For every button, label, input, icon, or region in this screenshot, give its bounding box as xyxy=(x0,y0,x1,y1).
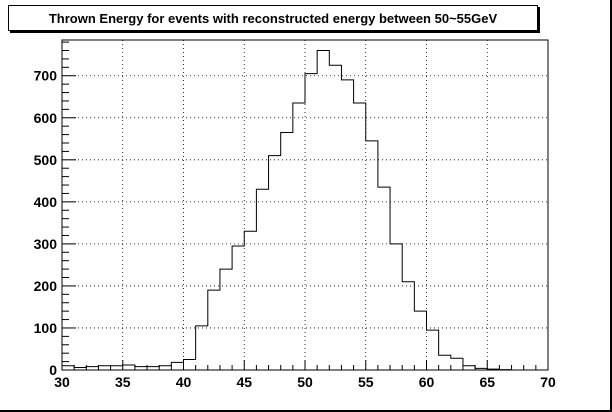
x-tick-label: 45 xyxy=(236,374,252,390)
histogram-bin xyxy=(123,365,135,370)
x-axis: 30 35 40 45 50 55 60 65 70 xyxy=(54,360,556,390)
histogram-bin xyxy=(86,367,98,370)
histogram-bin xyxy=(451,358,463,370)
x-tick-label: 55 xyxy=(358,374,374,390)
histogram-series xyxy=(62,50,548,371)
x-tick-label: 70 xyxy=(540,374,556,390)
histogram-bin xyxy=(111,366,123,370)
grid-lines xyxy=(62,40,548,370)
histogram-bin xyxy=(281,132,293,370)
histogram-bin xyxy=(62,366,74,370)
histogram-bin xyxy=(317,51,329,370)
histogram-bin xyxy=(98,366,110,370)
histogram-bin xyxy=(269,156,281,370)
histogram-bin xyxy=(414,311,426,370)
x-tick-label: 50 xyxy=(297,374,313,390)
x-tick-label: 35 xyxy=(115,374,131,390)
histogram-bin xyxy=(159,366,171,370)
histogram-bin xyxy=(390,244,402,370)
y-tick-label: 600 xyxy=(34,110,58,126)
y-tick-label: 0 xyxy=(49,362,57,378)
histogram-bin xyxy=(232,246,244,370)
histogram-bin xyxy=(135,367,147,370)
histogram-bin xyxy=(378,187,390,370)
chart-title: Thrown Energy for events with reconstruc… xyxy=(8,5,538,31)
y-tick-label: 200 xyxy=(34,278,58,294)
y-tick-label: 400 xyxy=(34,194,58,210)
histogram-bin xyxy=(329,65,341,370)
histogram-bin xyxy=(171,362,183,370)
histogram-outline xyxy=(62,50,548,371)
histogram-bin xyxy=(341,80,353,370)
y-tick-label: 700 xyxy=(34,68,58,84)
histogram-bin xyxy=(293,103,305,370)
histogram-bin xyxy=(402,282,414,370)
y-tick-label: 300 xyxy=(34,236,58,252)
histogram-bin xyxy=(427,330,439,370)
x-tick-label: 40 xyxy=(176,374,192,390)
histogram-bin xyxy=(244,231,256,370)
histogram-bin xyxy=(354,103,366,370)
histogram-bin xyxy=(184,359,196,370)
histogram-bin xyxy=(208,290,220,370)
x-tick-label: 60 xyxy=(419,374,435,390)
histogram-bin xyxy=(256,189,268,370)
x-tick-label: 30 xyxy=(54,374,70,390)
histogram-bin xyxy=(463,366,475,370)
y-axis: 0 100 200 300 400 500 600 700 xyxy=(34,41,76,378)
y-tick-label: 500 xyxy=(34,152,58,168)
histogram-bin xyxy=(220,269,232,370)
y-tick-label: 100 xyxy=(34,320,58,336)
histogram-bin xyxy=(147,367,159,370)
histogram-bin xyxy=(439,355,451,370)
histogram-bin xyxy=(366,141,378,370)
histogram-bin xyxy=(196,326,208,370)
x-tick-label: 65 xyxy=(479,374,495,390)
